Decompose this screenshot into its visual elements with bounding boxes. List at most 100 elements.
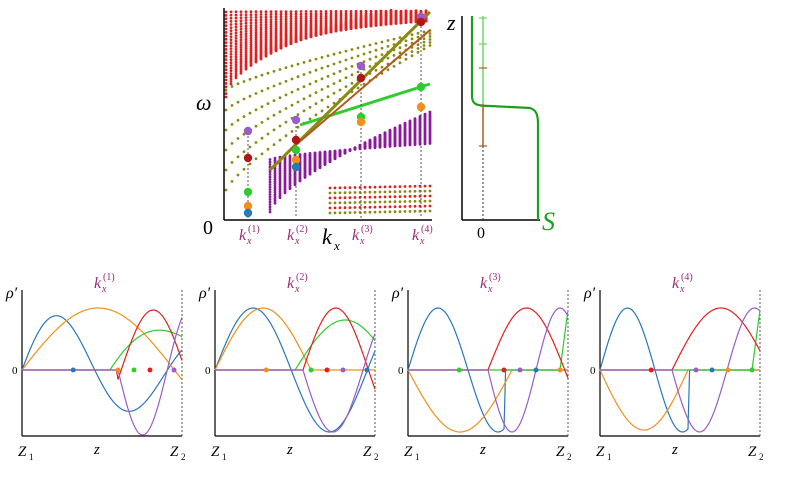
band-dot [343, 201, 347, 205]
red-dot [229, 66, 233, 70]
red-dot [329, 10, 333, 13]
purple-dot [268, 188, 272, 191]
olive-dot [344, 49, 348, 53]
band-dot [383, 200, 387, 204]
panel-y-label: ρ′ [198, 285, 211, 302]
red-dot [329, 12, 333, 16]
panel-y-label: ρ′ [583, 285, 596, 302]
olive-dot [320, 109, 324, 113]
red-dot [354, 17, 358, 21]
red-dot [244, 42, 248, 46]
purple-dot [273, 182, 277, 186]
red-dot [259, 10, 263, 14]
olive-dot [410, 37, 414, 41]
red-dot [269, 13, 273, 16]
red-dot [234, 31, 238, 35]
red-dot [259, 28, 263, 32]
red-dot [264, 20, 268, 24]
olive-dot [428, 44, 432, 47]
red-dot [234, 19, 238, 23]
red-dot [249, 36, 253, 40]
eigenfunction-curve [408, 307, 569, 379]
olive-dot [326, 74, 330, 78]
eigenfunction-curve [215, 319, 376, 371]
svg-text:(2): (2) [296, 224, 308, 235]
olive-dot [326, 85, 330, 88]
purple-dot [328, 150, 332, 153]
band-dot [343, 191, 347, 195]
red-dot [244, 21, 248, 25]
svg-text:(3): (3) [361, 224, 373, 235]
band-dot [338, 191, 342, 195]
red-dot [344, 10, 348, 13]
olive-dot [230, 180, 234, 183]
red-dot [224, 58, 228, 61]
panel-y-label: ρ′ [391, 285, 404, 302]
olive-dot [302, 73, 306, 76]
red-dot [324, 10, 328, 13]
olive-dot [278, 110, 282, 114]
panel-title-sub: x [679, 284, 685, 295]
red-dot [259, 32, 263, 36]
band-dot [428, 194, 432, 198]
purple-dot [308, 152, 312, 155]
red-dot [294, 15, 298, 18]
band-dot [383, 195, 387, 199]
band-dot [398, 210, 402, 214]
red-dot [354, 10, 358, 13]
red-dot [229, 26, 233, 29]
red-dot [224, 17, 228, 21]
red-dot [229, 55, 233, 59]
mode-dot [416, 17, 426, 27]
olive-dot [398, 61, 402, 65]
profile-zero-label: 0 [477, 225, 485, 242]
band-dot [423, 209, 427, 213]
olive-dot [272, 69, 276, 73]
red-dot [239, 59, 243, 63]
olive-dot [332, 82, 336, 85]
mode-dot [356, 61, 366, 71]
zero-crossing-dot [517, 367, 523, 373]
olive-dot [404, 44, 408, 47]
panel-z-label: z [671, 442, 678, 458]
red-dot [244, 27, 248, 31]
purple-dot [273, 178, 277, 182]
olive-dot [392, 64, 396, 68]
red-dot [239, 61, 243, 65]
band-dot [378, 200, 382, 204]
olive-dot [266, 87, 270, 90]
olive-dot [416, 43, 420, 47]
olive-dot [350, 56, 354, 60]
red-dot [224, 44, 228, 48]
olive-dot [308, 105, 312, 109]
panel-z2-sub: 2 [181, 452, 186, 462]
panel-z2-sub: 2 [567, 452, 572, 462]
red-dot [249, 29, 253, 33]
red-dot [229, 52, 233, 56]
olive-dot [374, 55, 378, 59]
olive-dot [266, 132, 270, 136]
olive-dot [368, 57, 372, 61]
red-dot [239, 41, 243, 44]
panel-zero-label: 0 [398, 365, 404, 377]
olive-branch [224, 32, 432, 112]
zero-crossing-dot [648, 367, 654, 373]
red-dot [229, 50, 233, 53]
red-dot [284, 22, 288, 26]
olive-dot [314, 68, 318, 72]
red-dot [239, 46, 243, 49]
purple-dot [273, 169, 277, 173]
olive-dot [410, 33, 414, 37]
red-dot [229, 72, 233, 75]
zero-crossing-dot [115, 367, 121, 373]
red-dot [229, 80, 233, 83]
olive-dot [290, 90, 294, 94]
purple-dot [428, 142, 432, 145]
olive-dot [284, 93, 288, 97]
olive-dot [320, 66, 324, 70]
olive-dot [410, 50, 414, 53]
olive-dot [302, 85, 306, 89]
purple-dot [338, 149, 342, 152]
purple-dot [268, 208, 272, 211]
band-dot [373, 185, 377, 189]
